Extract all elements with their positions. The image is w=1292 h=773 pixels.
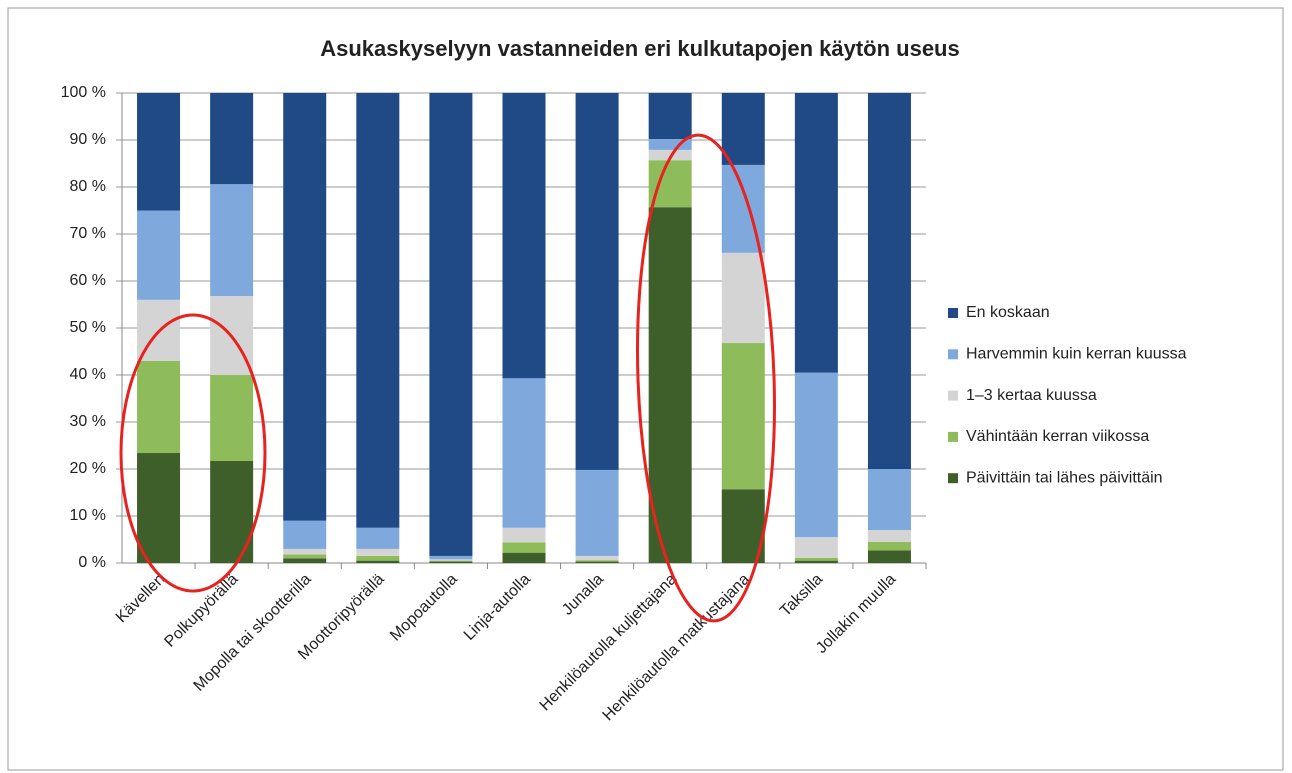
bar-segment	[429, 559, 473, 561]
highlight-ellipse	[119, 313, 267, 593]
bar-segment	[721, 489, 765, 563]
bar-segment	[356, 560, 400, 563]
bar-segment	[429, 561, 473, 563]
bar-segment	[502, 527, 546, 543]
bar-segment	[356, 527, 400, 549]
bar-segment	[283, 93, 327, 521]
bar-segment	[721, 252, 765, 344]
legend-swatch	[948, 473, 958, 484]
y-tick-label: 60 %	[70, 272, 106, 289]
bar-segment	[867, 550, 911, 563]
bar-segment	[794, 557, 838, 561]
y-tick-label: 20 %	[70, 460, 106, 477]
y-tick-label: 90 %	[70, 131, 106, 148]
y-tick-label: 0 %	[78, 554, 106, 571]
bar-segment	[429, 555, 473, 560]
y-tick-label: 40 %	[70, 366, 106, 383]
bar-segment	[502, 378, 546, 528]
legend-label: Harvemmin kuin kerran kuussa	[966, 346, 1187, 363]
legend-label: Päivittäin tai lähes päivittäin	[966, 469, 1163, 486]
y-tick-label: 50 %	[70, 319, 106, 336]
legend-swatch	[948, 308, 958, 318]
y-tick-label: 70 %	[70, 225, 106, 242]
bar-segment	[137, 93, 181, 211]
chart-title: Asukaskyselyyn vastanneiden eri kulkutap…	[320, 36, 959, 61]
bar-segment	[210, 93, 254, 185]
legend-swatch	[948, 349, 958, 360]
bar-segment	[648, 93, 692, 140]
bars	[137, 93, 911, 563]
bar-segment	[575, 560, 619, 562]
y-tick-label: 100 %	[61, 84, 106, 101]
bar-segment	[356, 555, 400, 561]
bar-segment	[794, 560, 838, 563]
bar-segment	[575, 93, 619, 470]
legend-swatch	[948, 390, 958, 401]
bar-segment	[356, 93, 400, 528]
legend-label: 1–3 kertaa kuussa	[966, 387, 1097, 404]
bar-segment	[648, 160, 692, 208]
bar-segment	[721, 343, 765, 490]
bar-segment	[648, 207, 692, 563]
bar-segment	[429, 560, 473, 562]
bar-segment	[283, 548, 327, 555]
bar-segment	[794, 93, 838, 373]
bar-segment	[721, 93, 765, 165]
bar-segment	[502, 93, 546, 379]
bar-segment	[502, 542, 546, 553]
bar-segment	[210, 375, 254, 462]
annotations	[119, 133, 776, 623]
highlight-ellipse	[636, 133, 776, 623]
legend-label: En koskaan	[966, 304, 1050, 321]
y-tick-label: 30 %	[70, 413, 106, 430]
y-tick-label: 10 %	[70, 507, 106, 524]
legend-swatch	[948, 431, 958, 442]
bar-segment	[794, 372, 838, 538]
bar-segment	[356, 548, 400, 556]
bar-segment	[794, 537, 838, 558]
bar-segment	[867, 541, 911, 551]
bar-segment	[283, 554, 327, 559]
bar-segment	[137, 360, 181, 454]
bar-segment	[867, 530, 911, 542]
legend-label: Vähintään kerran viikossa	[966, 428, 1149, 445]
bar-segment	[575, 469, 619, 556]
bar-segment	[575, 561, 619, 563]
bar-segment	[283, 558, 327, 563]
bar-segment	[648, 139, 692, 150]
bar-segment	[210, 184, 254, 297]
y-tick-label: 80 %	[70, 178, 106, 195]
bar-segment	[575, 555, 619, 561]
bar-segment	[502, 552, 546, 563]
bar-segment	[137, 453, 181, 563]
bar-segment	[283, 520, 327, 549]
bar-segment	[137, 210, 181, 300]
bar-segment	[429, 93, 473, 556]
bar-segment	[867, 469, 911, 531]
bar-segment	[867, 93, 911, 469]
